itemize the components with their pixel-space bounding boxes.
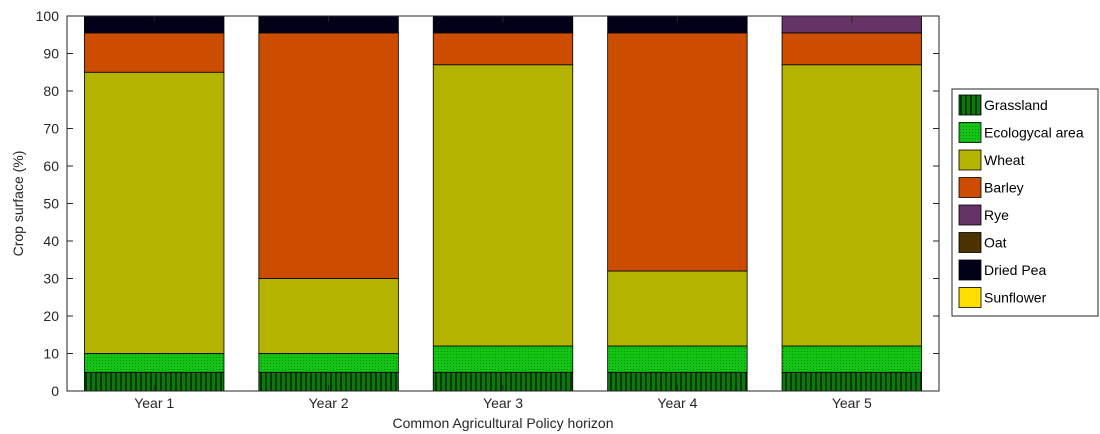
y-tick-label: 50 xyxy=(43,196,59,212)
legend-swatch xyxy=(958,177,982,198)
legend-label: Rye xyxy=(984,207,1009,223)
x-tick-label: Year 4 xyxy=(657,395,697,411)
bar-segment-barley xyxy=(258,32,399,279)
x-axis-label: Common Agricultural Policy horizon xyxy=(393,415,614,431)
bar-segment-ecologycal-area xyxy=(432,345,574,373)
y-tick-label: 80 xyxy=(43,83,59,99)
bar-segment-barley xyxy=(432,32,574,66)
y-tick-label: 20 xyxy=(43,308,59,324)
legend-label: Ecologycal area xyxy=(984,125,1084,141)
y-tick-label: 30 xyxy=(43,271,59,287)
legend-label: Oat xyxy=(984,235,1007,251)
legend-label: Grassland xyxy=(984,97,1048,113)
x-tick-label: Year 3 xyxy=(483,395,523,411)
legend-swatch xyxy=(958,122,982,143)
y-axis-label: Crop surface (%) xyxy=(10,151,26,257)
y-tick-label: 70 xyxy=(43,121,59,137)
legend-swatch xyxy=(958,149,982,171)
bar-segment-ecologycal-area xyxy=(781,345,922,373)
legend-swatch xyxy=(958,259,982,281)
y-tick-label: 90 xyxy=(43,46,59,62)
legend-swatch xyxy=(958,204,982,226)
bar-segment-ecologycal-area xyxy=(258,353,399,373)
legend-label: Wheat xyxy=(984,152,1025,168)
y-tick-label: 60 xyxy=(43,158,59,174)
x-tick-label: Year 5 xyxy=(832,395,872,411)
legend-label: Dried Pea xyxy=(984,262,1046,278)
y-tick-label: 10 xyxy=(43,346,59,362)
legend-swatch xyxy=(958,94,982,116)
bar-segment-wheat xyxy=(258,278,399,354)
x-tick-label: Year 2 xyxy=(309,395,349,411)
bar-segment-wheat xyxy=(84,71,225,354)
x-tick-label: Year 1 xyxy=(134,395,174,411)
y-tick-label: 40 xyxy=(43,233,59,249)
bar-segment-wheat xyxy=(432,64,574,347)
y-tick-label: 0 xyxy=(51,383,59,399)
bar-segment-barley xyxy=(781,32,922,66)
legend-swatch xyxy=(958,287,982,308)
legend-swatch xyxy=(958,232,982,253)
legend-label: Sunflower xyxy=(984,290,1047,306)
bar-segment-barley xyxy=(607,32,748,272)
bar-segment-barley xyxy=(84,32,225,73)
bar-segment-wheat xyxy=(781,64,922,347)
bar-segment-ecologycal-area xyxy=(607,345,748,373)
y-tick-label: 100 xyxy=(36,8,60,24)
legend-label: Barley xyxy=(984,180,1024,196)
bar-segment-ecologycal-area xyxy=(84,353,225,373)
bar-segment-wheat xyxy=(607,270,748,347)
